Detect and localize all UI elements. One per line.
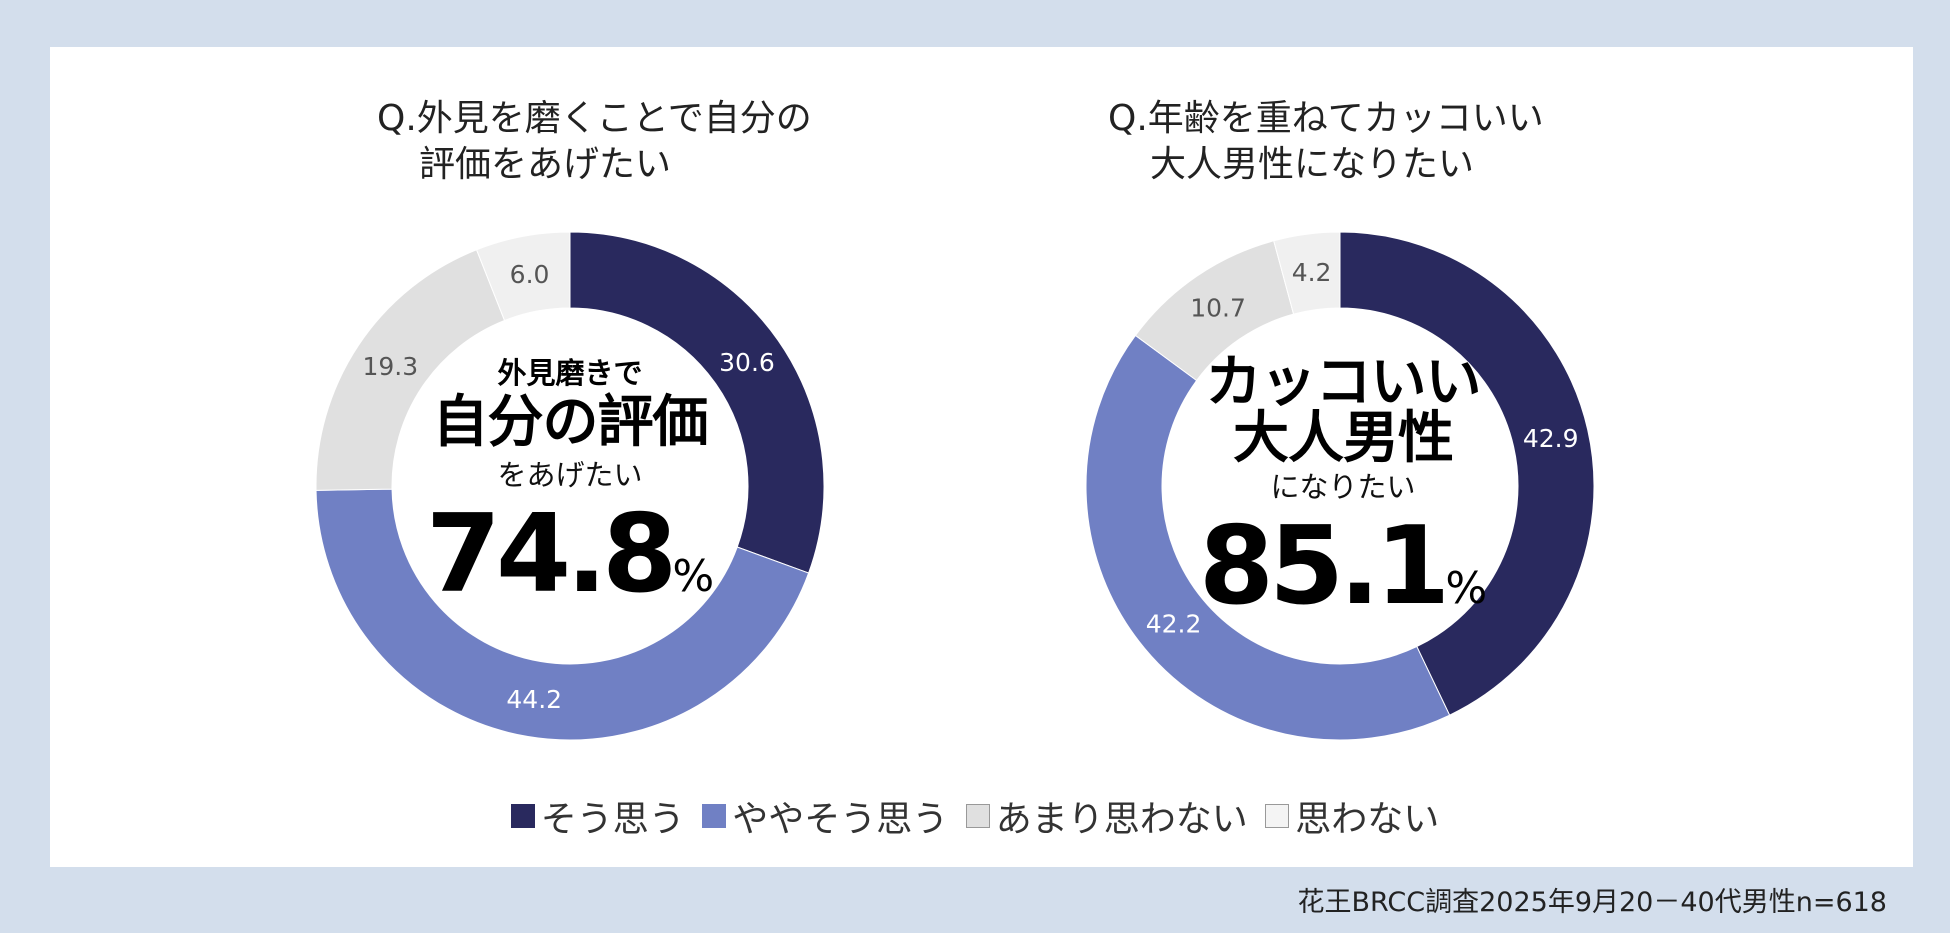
chart2-data-label-1: 42.2	[1146, 610, 1202, 639]
source-note: 花王BRCC調査2025年9月20－40代男性n=618	[1297, 887, 1887, 918]
chart1-slice-1	[315, 488, 810, 741]
chart2-data-label-3: 4.2	[1292, 258, 1332, 287]
legend-swatch	[702, 804, 727, 828]
chart2-value-number: 85.1	[1198, 504, 1450, 629]
chart2-slice-1	[1085, 334, 1451, 741]
legend-item-strongly-agree: そう思う	[510, 790, 685, 842]
chart1-center-line2: 自分の評価	[432, 390, 709, 455]
chart1-center-value: 74.8%	[426, 495, 714, 637]
chart2-center-line3: になりたい	[1270, 470, 1416, 504]
chart2-title-line2: 大人男性になりたい	[1150, 144, 1475, 185]
chart2-title-line1: Q.年齢を重ねてカッコいい	[1108, 98, 1544, 139]
legend-swatch	[965, 804, 990, 828]
chart1-data-label-0: 30.6	[719, 348, 775, 377]
chart1-slice-3	[475, 231, 571, 322]
chart1-data-label-2: 19.3	[362, 352, 418, 381]
chart1-title-line1: Q.外見を磨くことで自分の	[377, 98, 812, 139]
legend-swatch	[510, 804, 535, 828]
chart1-value-number: 74.8	[425, 492, 677, 617]
chart1-data-label-1: 44.2	[506, 685, 562, 714]
chart2-title: Q.年齢を重ねてカッコいい 大人男性になりたい	[1108, 96, 1544, 188]
chart2-data-label-2: 10.7	[1190, 294, 1246, 323]
chart1-center-line3: をあげたい	[497, 458, 643, 492]
legend-item-disagree: 思わない	[1265, 790, 1439, 842]
chart2-center-line1: カッコいい	[1205, 350, 1482, 415]
legend-label: ややそう思う	[732, 799, 949, 840]
legend-item-somewhat-disagree: あまり思わない	[965, 790, 1248, 842]
chart1-title: Q.外見を磨くことで自分の 評価をあげたい	[377, 96, 812, 188]
legend: そう思う ややそう思う あまり思わない 思わない	[0, 790, 1950, 842]
chart2-center-text: カッコいい 大人男性 になりたい 85.1%	[1199, 355, 1487, 649]
legend-swatch	[1265, 804, 1290, 828]
legend-label: 思わない	[1295, 799, 1440, 840]
legend-label: そう思う	[540, 799, 685, 840]
chart2-slice-0	[1339, 231, 1595, 716]
chart1-value-unit: %	[672, 551, 715, 602]
chart1-data-label-3: 6.0	[510, 260, 550, 289]
chart1-center-text: 外見磨きで 自分の評価 をあげたい 74.8%	[426, 355, 714, 637]
legend-label: あまり思わない	[995, 799, 1248, 840]
chart2-data-label-0: 42.9	[1523, 424, 1579, 453]
legend-item-somewhat-agree: ややそう思う	[702, 790, 948, 842]
chart1-title-line2: 評価をあげたい	[419, 144, 672, 185]
chart2-slice-3	[1273, 231, 1341, 315]
chart1-slice-0	[569, 231, 825, 574]
chart2-center-value: 85.1%	[1199, 507, 1487, 649]
chart2-center-line2: 大人男性	[1233, 406, 1454, 471]
chart1-center-line1: 外見磨きで	[497, 356, 643, 390]
chart2-value-unit: %	[1445, 563, 1488, 614]
